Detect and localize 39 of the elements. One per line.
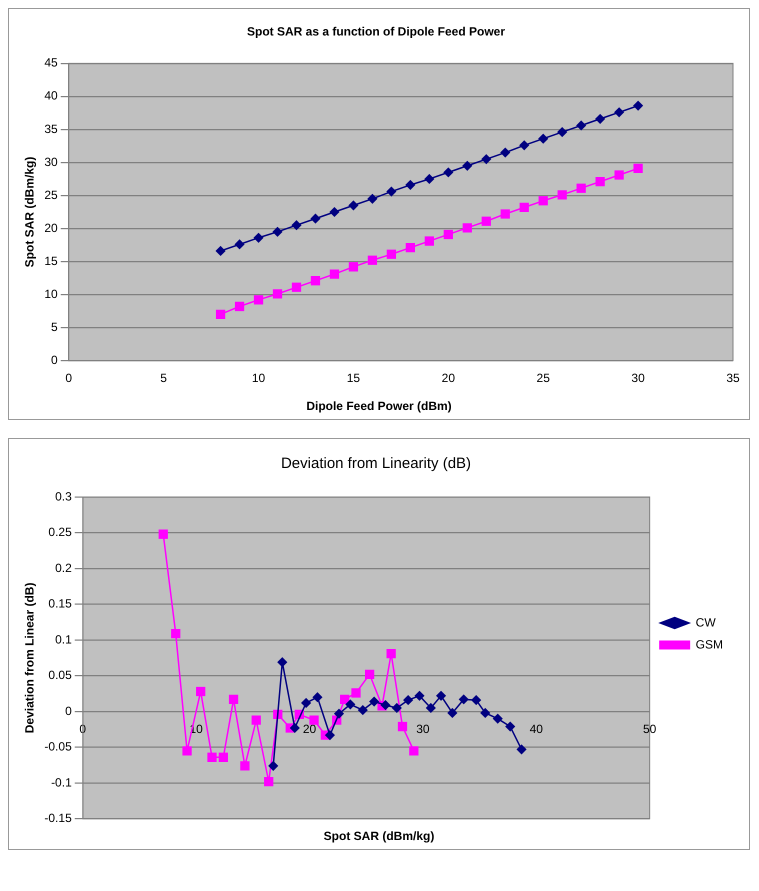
y-tick-label: -0.1 — [51, 775, 72, 790]
y-tick-label: 0 — [51, 352, 58, 367]
y-tick-label: 40 — [44, 88, 58, 103]
x-tick-label: 20 — [442, 371, 456, 386]
legend-label: GSM — [696, 637, 724, 652]
y-tick-label: 10 — [44, 286, 58, 301]
y-axis-title: Deviation from Linear (dB) — [22, 582, 37, 734]
x-tick-label: 15 — [346, 371, 360, 386]
y-axis-title: Spot SAR (dBm/kg) — [22, 156, 37, 268]
y-tick-label: 5 — [51, 320, 58, 334]
y-tick-label: 45 — [44, 56, 58, 70]
x-tick-label: 5 — [160, 371, 168, 386]
y-tick-label: -0.05 — [44, 740, 72, 754]
x-tick-label: 40 — [530, 722, 544, 736]
x-tick-label: 30 — [631, 371, 646, 386]
y-tick-label: 20 — [44, 220, 58, 235]
x-axis-title: Dipole Feed Power (dBm) — [305, 399, 453, 413]
x-tick-label: 20 — [302, 722, 317, 736]
y-tick-label: 35 — [44, 122, 58, 136]
y-tick-label: 0.25 — [48, 525, 72, 540]
y-tick-label: 0.05 — [48, 668, 72, 682]
y-tick-label: 0 — [65, 704, 72, 718]
y-tick-label: 0.1 — [55, 632, 72, 646]
x-tick-label: 50 — [642, 722, 657, 736]
legend-label: CW — [696, 615, 716, 630]
x-axis-title: Spot SAR (dBm/kg) — [322, 829, 436, 843]
x-tick-label: 25 — [536, 371, 550, 386]
y-tick-label: 0.15 — [48, 596, 72, 611]
y-tick-label: 25 — [44, 188, 58, 202]
chart-title: Deviation from Linearity (dB) — [280, 455, 472, 472]
y-tick-label: -0.15 — [44, 811, 72, 826]
x-tick-label: 30 — [416, 722, 430, 736]
x-tick-label: 10 — [252, 371, 266, 386]
y-tick-label: 0.2 — [55, 560, 72, 575]
x-tick-label: 35 — [726, 371, 740, 386]
y-tick-label: 30 — [44, 154, 58, 169]
chart-title: Spot SAR as a function of Dipole Feed Power — [246, 24, 506, 39]
y-tick-label: 0.3 — [55, 489, 72, 504]
y-tick-label: 15 — [44, 254, 58, 268]
